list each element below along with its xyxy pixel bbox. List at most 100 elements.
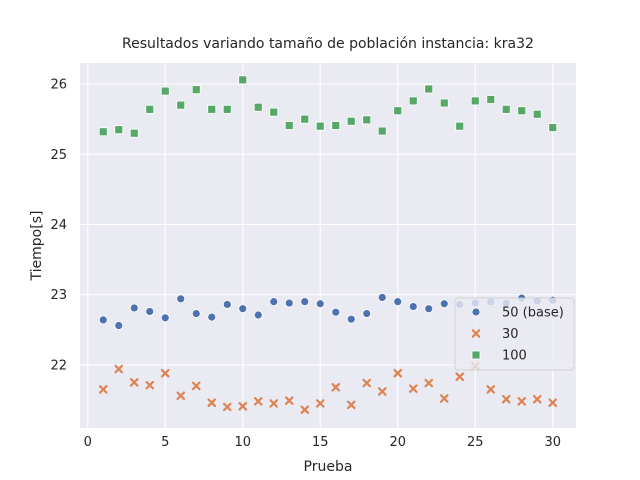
data-point — [315, 399, 325, 408]
data-point — [346, 314, 356, 324]
x-tick-label: 5 — [161, 435, 169, 450]
data-point — [548, 398, 558, 408]
data-point — [284, 396, 294, 405]
y-tick-labels: 22 23 24 25 26 — [50, 78, 67, 374]
x-tick-labels: 0 5 10 15 20 25 30 — [84, 435, 561, 450]
data-point — [191, 309, 201, 318]
data-point — [408, 384, 418, 393]
data-point — [377, 387, 387, 396]
data-point — [517, 397, 527, 406]
data-point — [222, 402, 232, 412]
data-point — [191, 85, 201, 95]
data-point — [439, 299, 449, 309]
y-axis-title: Tiempo[s] — [29, 211, 45, 282]
data-point — [362, 115, 372, 125]
data-point — [408, 302, 418, 311]
data-point — [114, 364, 124, 374]
data-point — [532, 109, 542, 119]
data-point — [377, 126, 387, 136]
data-point — [98, 315, 108, 325]
data-point — [269, 399, 279, 408]
y-tick-label: 25 — [50, 148, 67, 163]
series-x — [98, 361, 558, 415]
data-point — [486, 95, 496, 104]
data-point — [160, 313, 170, 323]
data-point — [331, 382, 341, 392]
x-axis-title: Prueba — [304, 459, 353, 475]
data-point — [532, 394, 542, 404]
data-point — [238, 401, 248, 411]
data-point — [346, 400, 356, 410]
data-point — [470, 96, 480, 106]
data-point — [501, 394, 511, 404]
x-tick-label: 20 — [389, 435, 406, 450]
legend: 50 (base) 30 100 — [454, 297, 575, 371]
data-point — [145, 104, 155, 114]
legend-label: 30 — [502, 327, 519, 342]
data-point — [253, 310, 263, 320]
data-point — [207, 104, 217, 114]
series-square — [98, 75, 558, 138]
data-point — [362, 309, 372, 318]
data-point — [160, 368, 170, 378]
data-point — [269, 107, 279, 117]
data-point — [315, 121, 325, 131]
data-point — [222, 300, 232, 309]
legend-box — [454, 297, 575, 371]
y-tick-label: 22 — [50, 358, 67, 373]
data-point — [455, 121, 465, 131]
data-point — [176, 294, 186, 304]
data-point — [346, 116, 356, 126]
data-point — [455, 372, 465, 382]
x-tick-label: 10 — [234, 435, 251, 450]
data-point — [145, 380, 155, 390]
data-point — [238, 304, 248, 314]
data-point — [207, 312, 217, 322]
data-point — [253, 397, 263, 406]
data-point — [424, 304, 434, 314]
data-point — [315, 299, 325, 309]
plot-area — [80, 63, 576, 428]
data-point — [191, 381, 201, 391]
data-point — [393, 368, 403, 378]
data-point — [439, 98, 449, 108]
data-point — [548, 123, 558, 132]
data-point — [129, 378, 139, 387]
data-point — [176, 100, 186, 110]
chart-title: Resultados variando tamaño de población … — [122, 36, 534, 52]
data-point — [98, 385, 108, 394]
data-point — [114, 321, 124, 330]
data-point — [501, 104, 511, 114]
data-point — [114, 125, 124, 135]
x-tick-label: 30 — [544, 435, 561, 450]
legend-marker — [471, 350, 481, 360]
data-point — [362, 378, 372, 388]
data-point — [517, 106, 527, 116]
x-tick-label: 0 — [84, 435, 92, 450]
data-point — [129, 303, 139, 313]
data-point — [300, 114, 310, 124]
x-tick-label: 25 — [467, 435, 484, 450]
legend-label: 100 — [502, 349, 527, 364]
data-point — [408, 96, 418, 106]
legend-marker — [471, 329, 481, 338]
data-point — [269, 297, 279, 307]
y-tick-label: 24 — [50, 218, 67, 233]
data-point — [331, 307, 341, 317]
data-point — [222, 104, 232, 114]
data-point — [207, 398, 217, 408]
data-point — [145, 307, 155, 316]
data-point — [424, 378, 434, 388]
data-point — [424, 84, 434, 94]
legend-label: 50 (base) — [502, 306, 564, 321]
x-tick-label: 15 — [312, 435, 329, 450]
data-point — [486, 385, 496, 394]
data-point — [176, 391, 186, 401]
data-point — [253, 102, 263, 112]
data-point — [129, 128, 139, 138]
data-point — [160, 86, 170, 96]
data-point — [300, 297, 310, 307]
data-point — [439, 394, 449, 403]
data-point — [300, 405, 310, 415]
